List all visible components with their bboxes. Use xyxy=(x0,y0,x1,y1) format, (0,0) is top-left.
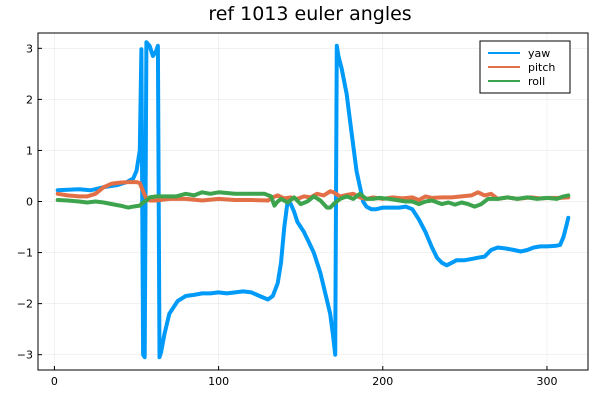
y-tick-label: −1 xyxy=(17,247,33,260)
y-tick-label: 3 xyxy=(26,42,33,55)
x-tick-label: 100 xyxy=(208,375,229,388)
legend-box xyxy=(479,40,571,94)
y-tick-label: −2 xyxy=(17,298,33,311)
series-line-pitch xyxy=(55,180,571,203)
series-line-roll xyxy=(55,190,571,210)
axis-ticks: 0 100 200 300 −3 −2 −1 0 1 2 3 xyxy=(17,42,558,388)
x-tick-label: 0 xyxy=(51,375,58,388)
legend-label-roll: roll xyxy=(528,75,545,88)
y-tick-label: 1 xyxy=(26,144,33,157)
legend-label-yaw: yaw xyxy=(528,47,550,60)
series-line-yaw xyxy=(55,40,571,360)
legend-label-pitch: pitch xyxy=(528,61,555,74)
y-tick-label: 0 xyxy=(26,196,33,209)
y-tick-label: 2 xyxy=(26,93,33,106)
x-tick-label: 300 xyxy=(536,375,557,388)
chart-title: ref 1013 euler angles xyxy=(208,3,411,25)
series-layer xyxy=(55,40,571,360)
y-tick-label: −3 xyxy=(17,349,33,362)
x-tick-label: 200 xyxy=(372,375,393,388)
